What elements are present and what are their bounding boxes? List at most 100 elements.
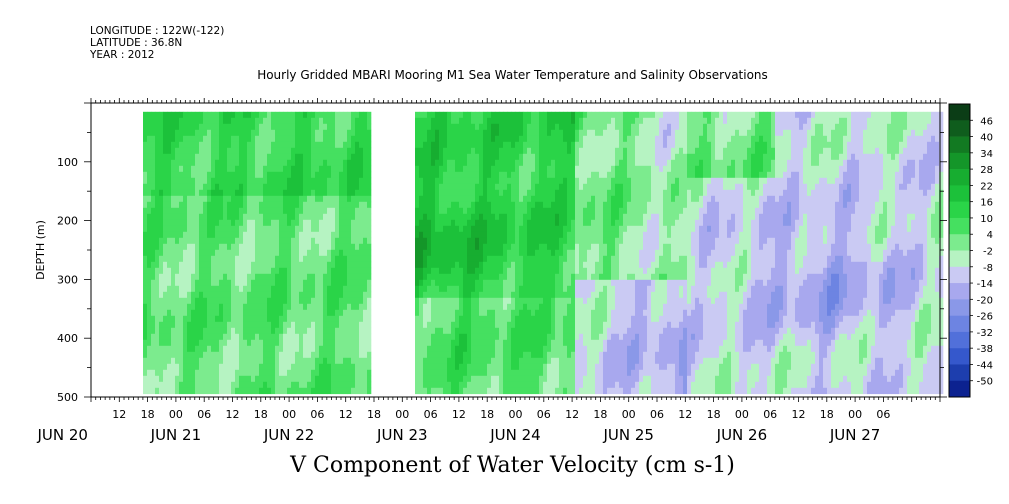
heatmap-cell	[303, 141, 308, 149]
heatmap-cell	[367, 255, 372, 263]
heatmap-cell	[463, 387, 468, 395]
heatmap-cell	[527, 237, 532, 245]
heatmap-cell	[223, 213, 228, 221]
heatmap-cell	[599, 261, 604, 269]
heatmap-cell	[263, 249, 268, 257]
heatmap-cell	[299, 285, 304, 293]
heatmap-cell	[195, 225, 200, 233]
heatmap-cell	[327, 177, 332, 185]
heatmap-cell	[199, 213, 204, 221]
heatmap-cell	[483, 153, 488, 161]
heatmap-cell	[259, 321, 264, 329]
heatmap-cell	[351, 381, 356, 389]
heatmap-cell	[547, 291, 552, 299]
heatmap-cell	[271, 309, 276, 317]
heatmap-cell	[535, 333, 540, 341]
heatmap-cell	[231, 351, 236, 359]
heatmap-cell	[587, 285, 592, 293]
heatmap-cell	[415, 135, 420, 143]
heatmap-cell	[175, 117, 180, 125]
heatmap-cell	[219, 135, 224, 143]
heatmap-cell	[151, 177, 156, 185]
heatmap-cell	[451, 261, 456, 269]
heatmap-cell	[267, 153, 272, 161]
heatmap-cell	[223, 189, 228, 197]
heatmap-cell	[235, 141, 240, 149]
heatmap-cell	[495, 201, 500, 209]
heatmap-cell	[459, 351, 464, 359]
heatmap-cell	[251, 291, 256, 299]
heatmap-cell	[475, 339, 480, 347]
heatmap-cell	[311, 273, 316, 281]
heatmap-cell	[555, 273, 560, 281]
heatmap-cell	[247, 303, 252, 311]
heatmap-cell	[563, 129, 568, 137]
heatmap-cell	[367, 141, 372, 149]
heatmap-cell	[471, 357, 476, 365]
heatmap-cell	[143, 351, 148, 359]
heatmap-cell	[303, 267, 308, 275]
heatmap-cell	[539, 117, 544, 125]
heatmap-cell	[567, 333, 572, 341]
heatmap-cell	[283, 207, 288, 215]
heatmap-cell	[247, 351, 252, 359]
heatmap-cell	[211, 201, 216, 209]
heatmap-cell	[315, 339, 320, 347]
heatmap-cell	[607, 231, 612, 239]
heatmap-cell	[275, 297, 280, 305]
heatmap-cell	[531, 303, 536, 311]
heatmap-cell	[347, 297, 352, 305]
heatmap-cell	[463, 165, 468, 173]
heatmap-cell	[155, 219, 160, 227]
heatmap-cell	[423, 273, 428, 281]
heatmap-cell	[431, 201, 436, 209]
heatmap-cell	[223, 303, 228, 311]
heatmap-cell	[567, 345, 572, 353]
heatmap-cell	[363, 165, 368, 173]
heatmap-cell	[231, 231, 236, 239]
heatmap-cell	[151, 363, 156, 371]
heatmap-cell	[507, 123, 512, 131]
heatmap-cell	[207, 135, 212, 143]
heatmap-cell	[467, 381, 472, 389]
heatmap-cell	[367, 387, 372, 395]
heatmap-cell	[291, 249, 296, 257]
heatmap-cell	[319, 327, 324, 335]
heatmap-cell	[463, 309, 468, 317]
heatmap-cell	[283, 363, 288, 371]
heatmap-cell	[543, 147, 548, 155]
heatmap-cell	[275, 123, 280, 131]
heatmap-cell	[427, 201, 432, 209]
heatmap-cell	[551, 165, 556, 173]
heatmap-cell	[595, 123, 600, 131]
heatmap-cell	[543, 279, 548, 287]
heatmap-cell	[571, 279, 576, 287]
heatmap-cell	[175, 375, 180, 383]
heatmap-cell	[539, 357, 544, 365]
heatmap-cell	[471, 189, 476, 197]
heatmap-cell	[567, 267, 572, 275]
heatmap-cell	[219, 279, 224, 287]
heatmap-cell	[591, 111, 596, 119]
heatmap-cell	[495, 243, 500, 251]
heatmap-cell	[471, 165, 476, 173]
heatmap-cell	[327, 237, 332, 245]
heatmap-cell	[311, 177, 316, 185]
heatmap-cell	[199, 207, 204, 215]
heatmap-cell	[263, 213, 268, 221]
heatmap-cell	[231, 285, 236, 293]
heatmap-cell	[335, 171, 340, 179]
heatmap-cell	[575, 255, 580, 263]
heatmap-cell	[595, 315, 600, 323]
heatmap-cell	[487, 297, 492, 305]
year-label: YEAR : 2012	[90, 49, 155, 61]
heatmap-cell	[303, 315, 308, 323]
heatmap-cell	[591, 369, 596, 377]
heatmap-cell	[171, 249, 176, 257]
heatmap-cell	[147, 291, 152, 299]
heatmap-cell	[231, 291, 236, 299]
heatmap-cell	[191, 111, 196, 119]
heatmap-cell	[191, 129, 196, 137]
heatmap-cell	[159, 297, 164, 305]
heatmap-cell	[419, 129, 424, 137]
